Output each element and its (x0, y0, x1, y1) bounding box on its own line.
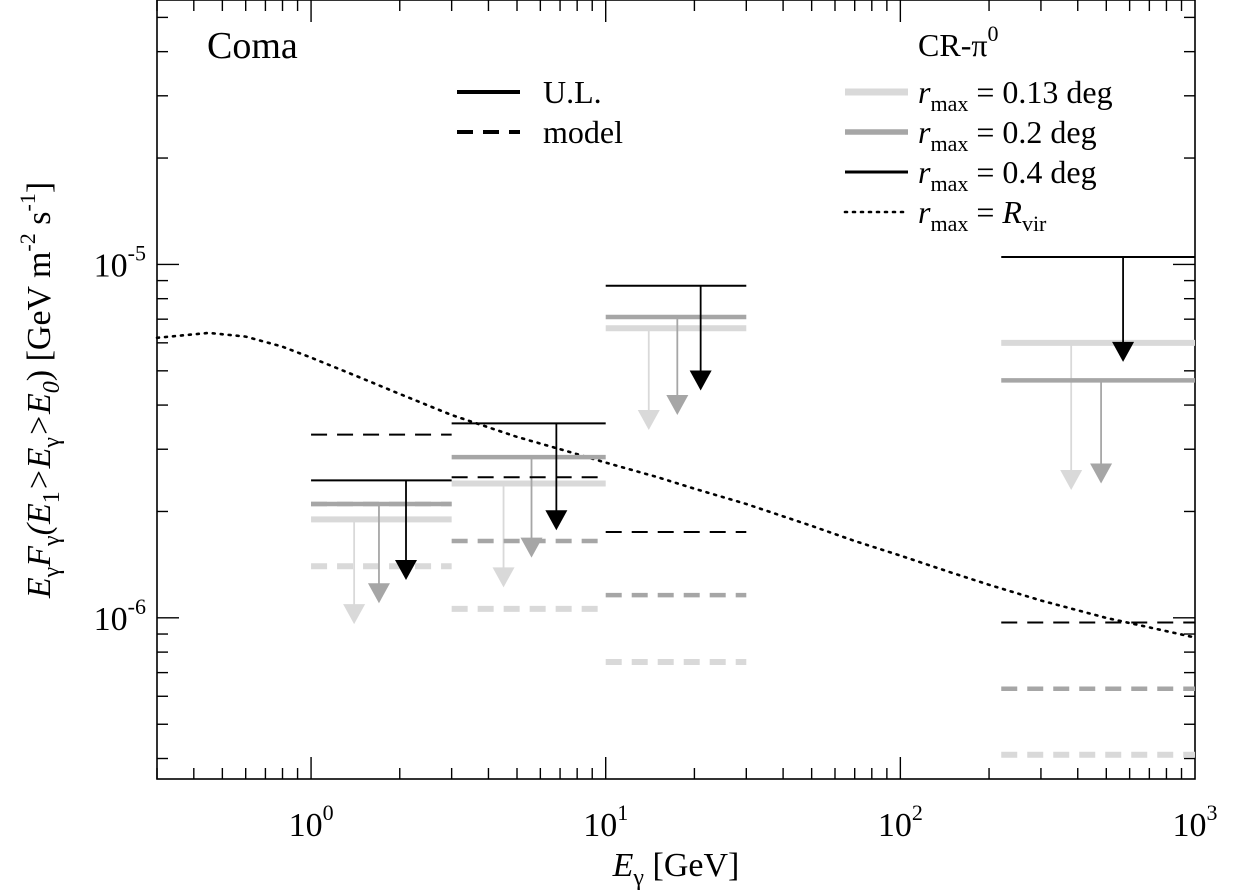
y-tick-label: 10-6 (94, 594, 146, 638)
legend-series-label: rmax = 0.4 deg (918, 154, 1097, 196)
arrow-head-r04 (545, 510, 568, 531)
y-tick-label: 10-5 (94, 240, 146, 284)
x-tick-label: 102 (878, 800, 923, 844)
axis-ticks (156, 0, 1195, 779)
arrow-head-r013 (492, 567, 515, 588)
chart-title: Coma (207, 25, 298, 67)
arrow-head-r04 (395, 559, 418, 580)
y-axis-label: EγFγ(E1>Eγ>E0) [GeV m-2 s-1] (15, 182, 65, 599)
legend-line-style: U.L. model (457, 74, 623, 150)
x-tick-label: 101 (583, 800, 628, 844)
legend-series-label: rmax = Rvir (918, 194, 1047, 236)
legend-series-label: rmax = 0.2 deg (918, 114, 1097, 156)
legend-series-title: CR-π0 (918, 21, 999, 63)
arrow-head-r02 (520, 537, 543, 558)
arrow-head-r04 (689, 370, 712, 391)
arrow-head-r013 (637, 410, 660, 431)
arrow-head-r04 (1112, 341, 1135, 362)
x-tick-label: 100 (289, 800, 334, 844)
x-axis-label: Eγ [GeV] (612, 847, 740, 891)
arrow-head-r013 (343, 604, 366, 625)
arrow-head-r02 (666, 394, 689, 415)
legend-style-label: model (543, 114, 623, 150)
arrow-head-r02 (1090, 463, 1113, 484)
legend-style-label: U.L. (543, 74, 602, 110)
arrow-head-r02 (367, 583, 390, 604)
plot-frame (156, 0, 1196, 780)
x-tick-label: 103 (1173, 800, 1218, 844)
chart-marks (155, 255, 1197, 758)
arrow-head-r013 (1060, 470, 1083, 491)
legend-series-label: rmax = 0.13 deg (918, 74, 1113, 116)
tick-labels: 100 101 102 103 10-6 10-5 (94, 240, 1218, 844)
